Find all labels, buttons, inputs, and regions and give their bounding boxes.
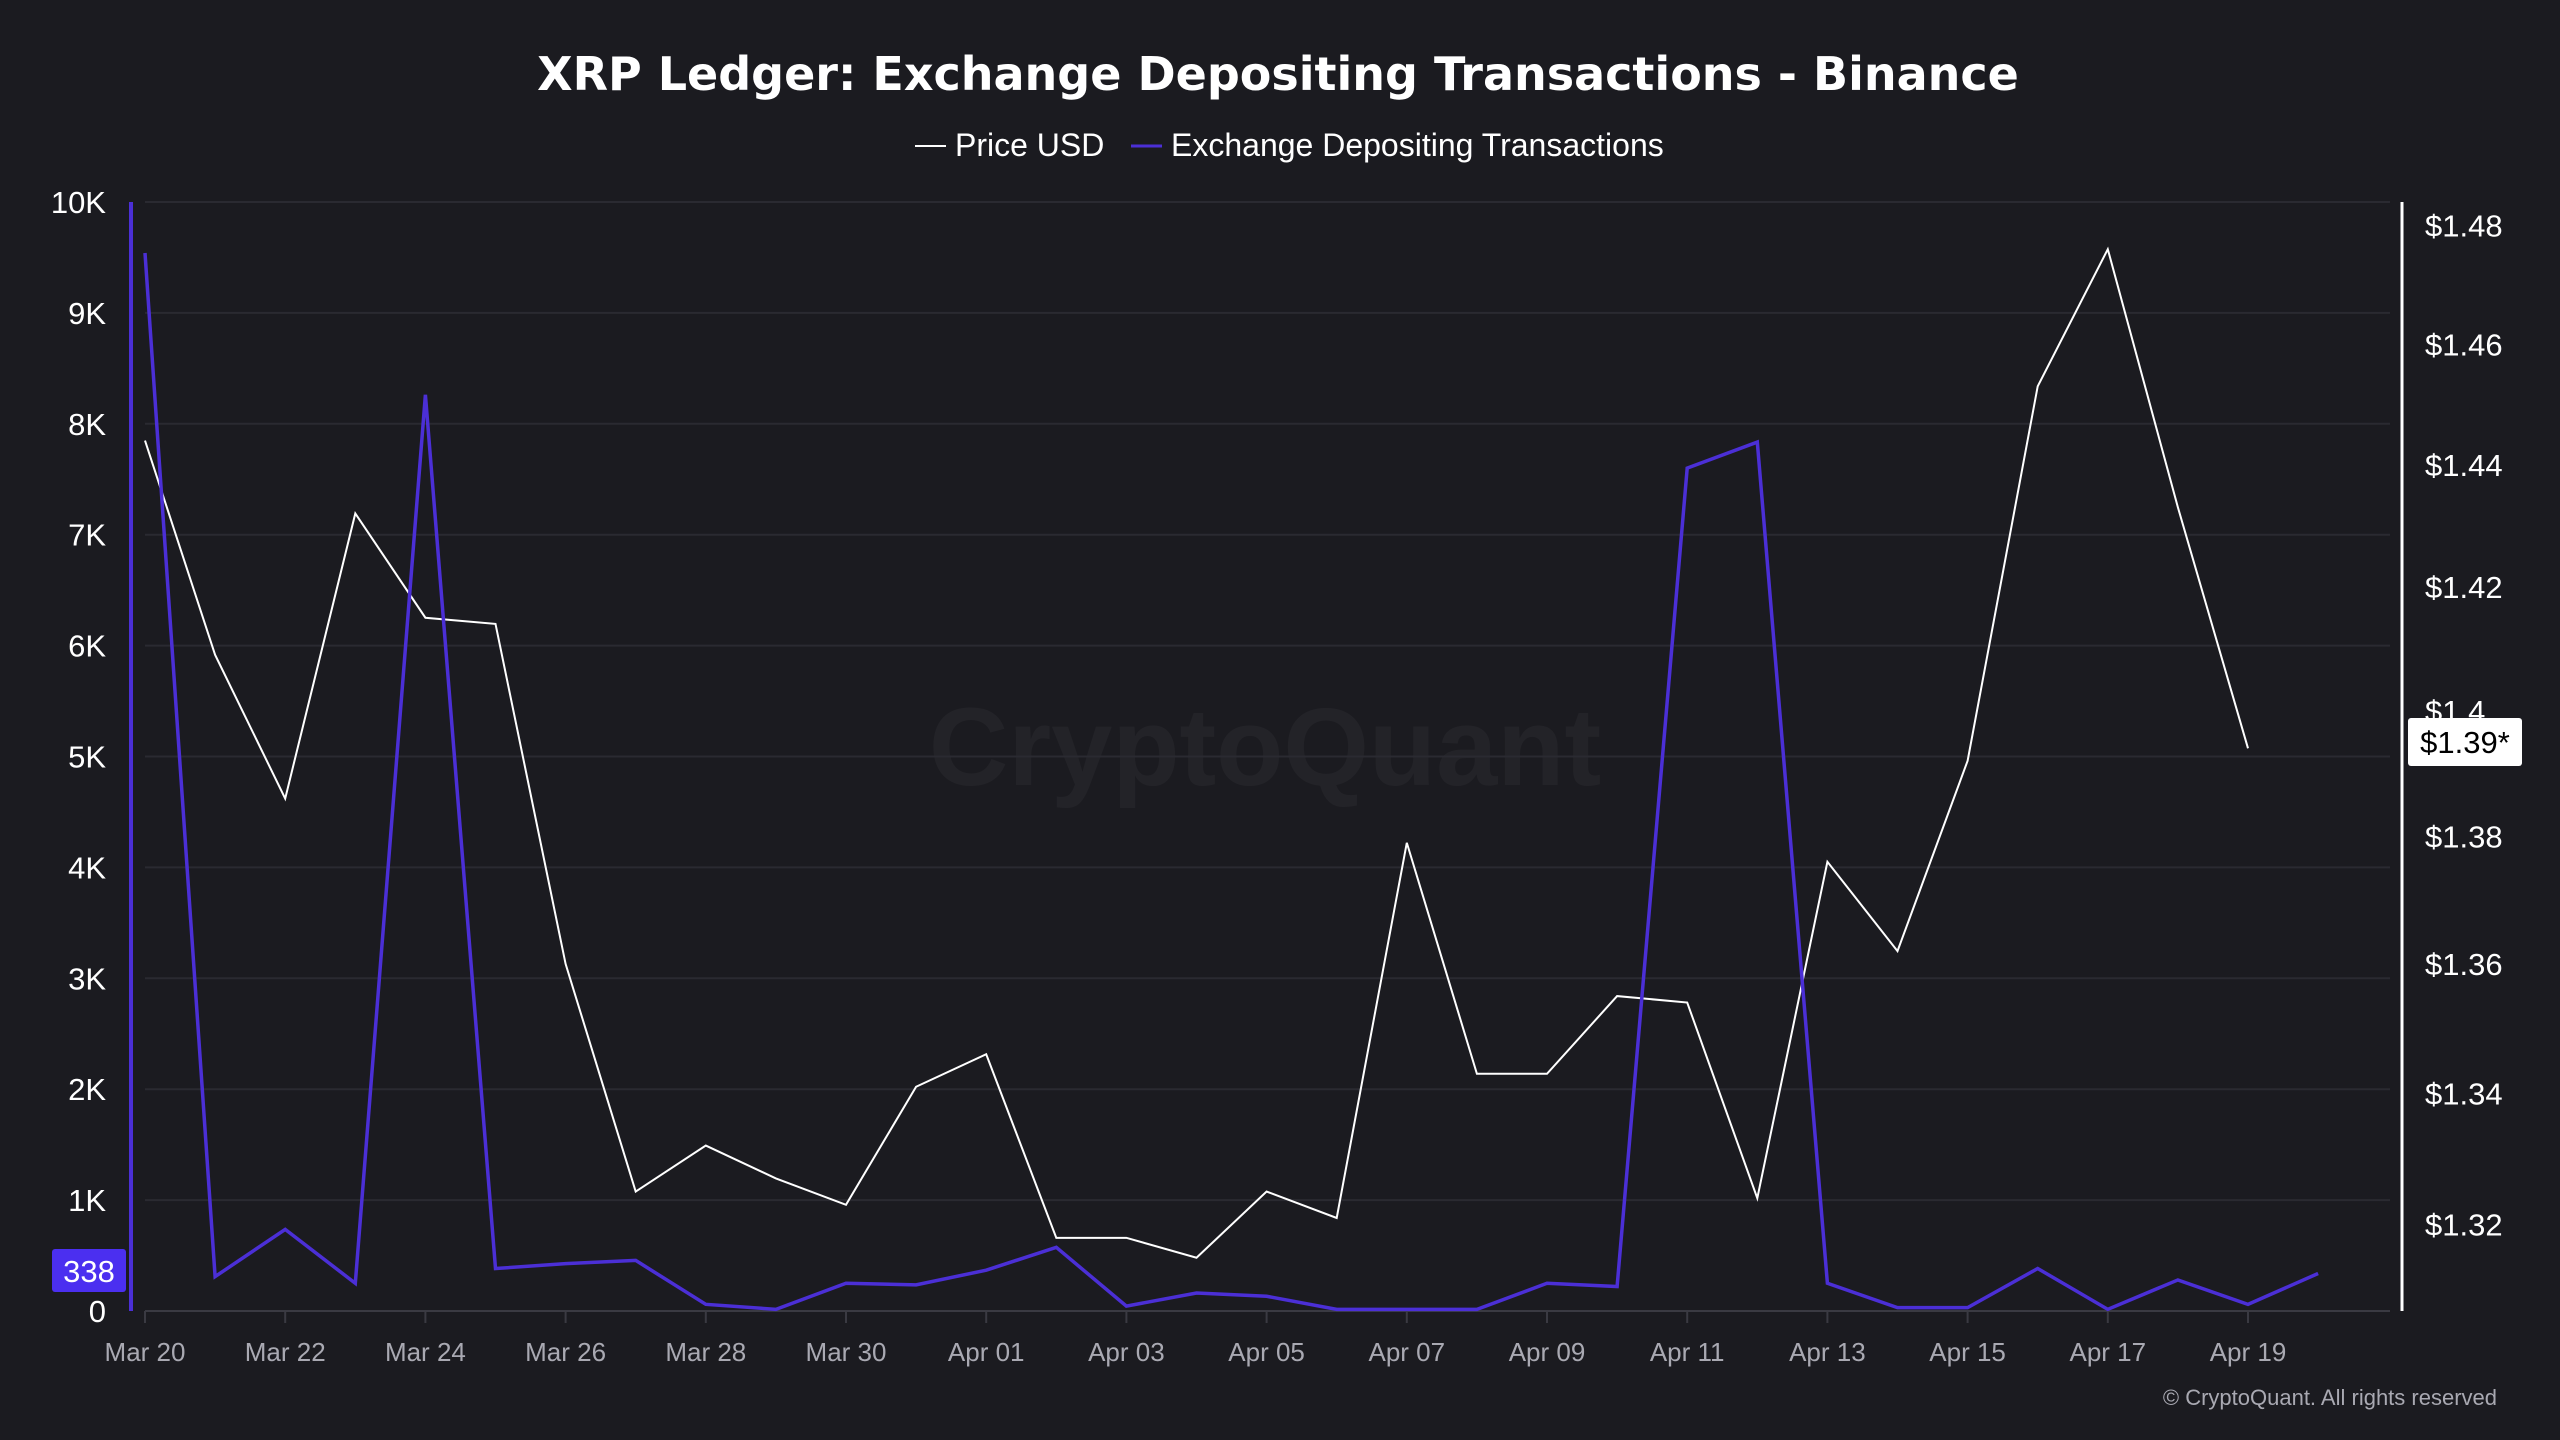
y-left-tick-label: 1K [68,1183,106,1218]
y-right-tick-label: $1.46 [2425,327,2503,362]
y-left-tick-label: 8K [68,407,106,442]
y-right-tick-label: $1.42 [2425,570,2503,605]
x-tick-label: Apr 19 [2210,1337,2287,1367]
right-last-value: $1.39* [2420,725,2510,760]
y-right-tick-label: $1.44 [2425,448,2503,483]
x-tick-label: Apr 15 [1929,1337,2006,1367]
y-left-tick-label: 3K [68,961,106,996]
left-last-value-badge: 338 [52,1249,126,1292]
y-right-tick-label: $1.38 [2425,819,2503,854]
series [143,246,2319,1312]
copyright: © CryptoQuant. All rights reserved [2163,1385,2497,1410]
x-tick-label: Apr 03 [1088,1337,1165,1367]
legend-label-price[interactable]: Price USD [955,127,1104,163]
x-tick-label: Mar 30 [806,1337,887,1367]
x-tick-label: Apr 17 [2069,1337,2146,1367]
y-right-tick-label: $1.48 [2425,209,2503,244]
y-left-tick-label: 5K [68,740,106,775]
x-tick-label: Mar 22 [245,1337,326,1367]
left-axis: 0 1K 2K 3K 4K 5K 6K 7K 8K 9K 10K [51,185,133,1329]
right-last-value-badge: $1.39* [2408,718,2522,766]
x-tick-label: Apr 11 [1650,1337,1725,1367]
gridlines [145,201,2390,1312]
x-tick-label: Apr 09 [1509,1337,1586,1367]
chart-title: XRP Ledger: Exchange Depositing Transact… [537,47,2019,101]
x-tick-label: Apr 05 [1228,1337,1305,1367]
y-left-tick-label: 0 [89,1294,106,1329]
x-tick-label: Mar 20 [105,1337,186,1367]
deposits-line [143,252,2319,1312]
legend-label-deposits[interactable]: Exchange Depositing Transactions [1171,127,1664,163]
watermark: CryptoQuant [929,686,1601,809]
y-right-tick-label: $1.32 [2425,1208,2503,1243]
x-tick-label: Apr 07 [1368,1337,1445,1367]
x-tick-label: Apr 13 [1789,1337,1866,1367]
y-left-tick-label: 6K [68,629,106,664]
y-left-tick-label: 4K [68,850,106,885]
right-axis: $1.32$1.34$1.36$1.38$1.4$1.42$1.44$1.46$… [2400,202,2503,1311]
x-tick-label: Mar 24 [385,1337,466,1367]
x-tick-label: Mar 28 [665,1337,746,1367]
x-axis: Mar 20 Mar 22 Mar 24 Mar 26 Mar 28 Mar 30 Apr … [105,1310,2390,1367]
y-left-tick-label: 7K [68,518,106,553]
y-right-tick-label: $1.36 [2425,947,2503,982]
left-last-value: 338 [63,1254,115,1289]
y-left-tick-label: 2K [68,1072,106,1107]
x-tick-label: Mar 26 [525,1337,606,1367]
y-left-tick-label: 10K [51,185,106,220]
y-right-tick-label: $1.34 [2425,1076,2503,1111]
x-tick-label: Apr 01 [948,1337,1025,1367]
legend: Price USD Exchange Depositing Transactio… [915,127,1664,163]
y-left-tick-label: 9K [68,296,106,331]
